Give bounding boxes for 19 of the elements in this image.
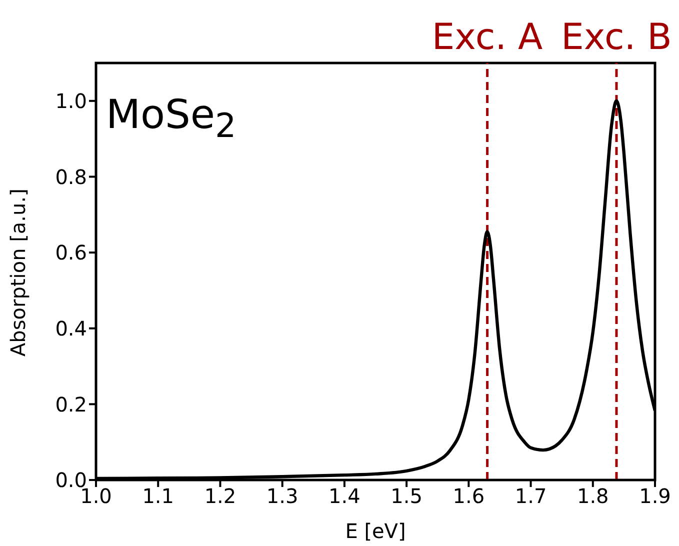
y-axis-title: Absorption [a.u.] xyxy=(6,188,30,356)
y-tick-label: 0.6 xyxy=(55,240,87,265)
x-tick-label: 1.8 xyxy=(576,484,609,508)
x-tick-label: 1.5 xyxy=(390,484,422,508)
y-tick-label: 0.8 xyxy=(55,164,87,189)
ref-line-label: Exc. A xyxy=(432,17,544,58)
y-tick-label: 0.2 xyxy=(55,392,87,416)
x-axis-title: E [eV] xyxy=(345,519,406,543)
ref-line-label: Exc. B xyxy=(561,17,672,58)
x-tick-label: 1.3 xyxy=(266,484,298,508)
annotation: MoSe$_{2}$ xyxy=(106,92,236,145)
y-tick-label: 0.4 xyxy=(55,316,87,340)
y-tick-label: 1.0 xyxy=(55,89,87,114)
x-tick-label: 1.2 xyxy=(204,484,236,508)
x-tick-label: 1.9 xyxy=(639,484,671,508)
x-tick-label: 1.1 xyxy=(142,484,174,508)
x-tick-label: 1.6 xyxy=(452,484,485,508)
x-tick-label: 1.4 xyxy=(328,484,360,508)
x-tick-label: 1.7 xyxy=(514,484,547,508)
